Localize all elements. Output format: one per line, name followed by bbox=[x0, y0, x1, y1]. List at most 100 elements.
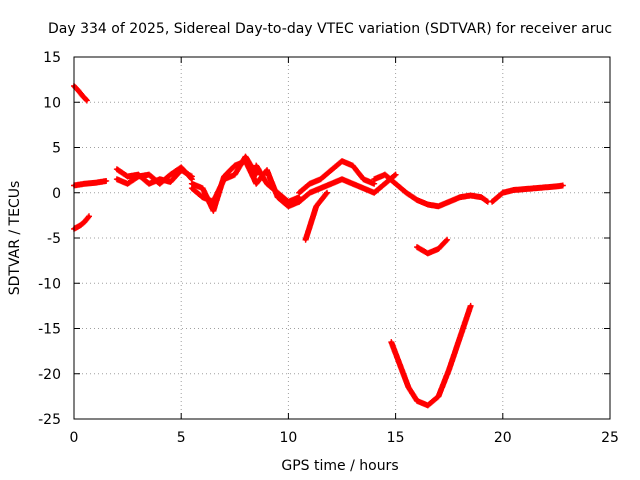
data-point bbox=[469, 304, 473, 308]
data-point bbox=[436, 394, 440, 398]
series-track-m bbox=[414, 236, 451, 257]
data-point bbox=[501, 191, 505, 195]
data-point bbox=[372, 191, 376, 195]
series-markers bbox=[489, 182, 566, 205]
y-axis-label: SDTVAR / TECUs bbox=[7, 181, 23, 296]
data-point bbox=[83, 182, 87, 186]
data-point bbox=[404, 191, 408, 195]
data-point bbox=[522, 187, 526, 191]
series-track-e bbox=[113, 164, 195, 187]
data-point bbox=[81, 94, 85, 98]
data-point bbox=[265, 182, 269, 186]
data-point bbox=[126, 174, 130, 178]
series-track-i bbox=[296, 158, 378, 196]
axis-ticks: 0 5 10 15 20 25 15 10 5 0 -5 -10 -15 -20 -25 bbox=[38, 50, 619, 446]
series-track-k bbox=[302, 189, 330, 243]
data-point bbox=[415, 198, 419, 202]
y-tick-label: -15 bbox=[38, 322, 61, 338]
x-tick-label: 20 bbox=[494, 430, 512, 446]
data-point bbox=[479, 195, 483, 199]
data-point bbox=[458, 336, 462, 340]
data-point bbox=[554, 184, 558, 188]
y-tick-label: 5 bbox=[52, 141, 61, 157]
data-point bbox=[314, 204, 318, 208]
data-point bbox=[115, 177, 119, 181]
series-track-n bbox=[388, 302, 474, 409]
y-tick-label: -5 bbox=[47, 231, 61, 247]
data-point bbox=[76, 88, 80, 92]
data-point bbox=[372, 177, 376, 181]
series-track-h bbox=[253, 162, 303, 205]
data-point bbox=[340, 159, 344, 163]
data-point bbox=[201, 195, 205, 199]
data-point bbox=[447, 367, 451, 371]
data-point bbox=[512, 188, 516, 192]
data-point bbox=[304, 238, 308, 242]
data-point bbox=[190, 177, 194, 181]
x-tick-label: 25 bbox=[601, 430, 619, 446]
chart-title: Day 334 of 2025, Sidereal Day-to-day VTE… bbox=[48, 21, 612, 37]
data-point bbox=[351, 164, 355, 168]
data-point bbox=[254, 173, 258, 177]
data-point bbox=[415, 399, 419, 403]
data-point bbox=[265, 168, 269, 172]
series-markers bbox=[414, 236, 451, 257]
data-point bbox=[469, 193, 473, 197]
data-point bbox=[222, 174, 226, 178]
data-point bbox=[329, 168, 333, 172]
data-point bbox=[426, 403, 430, 407]
data-point bbox=[233, 173, 237, 177]
data-point bbox=[394, 173, 398, 177]
data-point bbox=[254, 164, 258, 168]
data-point bbox=[78, 223, 82, 227]
data-point bbox=[445, 238, 449, 242]
data-point bbox=[136, 174, 140, 178]
data-point bbox=[126, 182, 130, 186]
data-point bbox=[406, 385, 410, 389]
data-point bbox=[297, 191, 301, 195]
data-point bbox=[297, 200, 301, 204]
data-point bbox=[436, 247, 440, 251]
data-point bbox=[168, 173, 172, 177]
x-axis-label: GPS time / hours bbox=[281, 458, 398, 474]
data-point bbox=[168, 180, 172, 184]
data-point bbox=[325, 191, 329, 195]
x-tick-label: 15 bbox=[387, 430, 405, 446]
data-point bbox=[361, 186, 365, 190]
data-point bbox=[308, 182, 312, 186]
series-markers bbox=[388, 302, 474, 409]
series-track-g bbox=[188, 158, 303, 214]
data-point bbox=[436, 204, 440, 208]
series-track-l bbox=[371, 171, 491, 210]
data-point bbox=[383, 173, 387, 177]
x-tick-label: 5 bbox=[177, 430, 186, 446]
data-point bbox=[415, 245, 419, 249]
x-tick-label: 0 bbox=[70, 430, 79, 446]
data-point bbox=[544, 185, 548, 189]
data-point bbox=[372, 182, 376, 186]
data-point bbox=[233, 164, 237, 168]
data-point bbox=[383, 182, 387, 186]
data-point bbox=[179, 165, 183, 169]
data-point bbox=[490, 200, 494, 204]
data-point bbox=[147, 182, 151, 186]
data-point bbox=[361, 177, 365, 181]
y-tick-label: -20 bbox=[38, 367, 61, 383]
data-point bbox=[244, 155, 248, 159]
data-point bbox=[85, 98, 89, 102]
series-track-c bbox=[71, 177, 110, 189]
data-point bbox=[308, 191, 312, 195]
data-point bbox=[458, 195, 462, 199]
data-point bbox=[486, 200, 490, 204]
series-track-j bbox=[296, 171, 399, 205]
data-point bbox=[147, 173, 151, 177]
data-point bbox=[158, 182, 162, 186]
data-point bbox=[254, 182, 258, 186]
data-point bbox=[319, 177, 323, 181]
series-markers bbox=[371, 171, 491, 210]
data-point bbox=[87, 214, 91, 218]
series-markers bbox=[71, 177, 110, 189]
data-point bbox=[351, 182, 355, 186]
data-point bbox=[340, 177, 344, 181]
